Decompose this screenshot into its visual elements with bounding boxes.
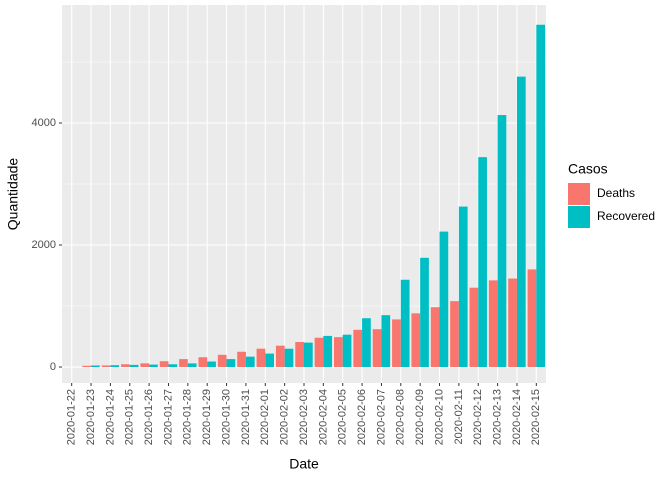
x-tick-label: 2020-02-01 [259, 389, 271, 445]
bar [508, 278, 517, 368]
legend-key [568, 206, 590, 228]
bar [159, 361, 169, 368]
x-tick-label: 2020-02-13 [492, 389, 504, 445]
x-tick-label: 2020-01-31 [240, 389, 252, 445]
bar [469, 287, 479, 368]
bar [314, 337, 324, 368]
x-tick-label: 2020-01-27 [162, 389, 174, 445]
bar [372, 329, 382, 368]
bar [527, 269, 537, 368]
bar [334, 337, 343, 368]
x-tick-label: 2020-02-05 [337, 389, 349, 445]
x-axis-label: Date [289, 456, 319, 472]
bar [82, 365, 92, 368]
bar [323, 335, 333, 368]
bar [458, 206, 468, 368]
x-tick-label: 2020-02-09 [414, 389, 426, 445]
x-tick-label: 2020-02-15 [530, 389, 542, 445]
bar [237, 351, 246, 368]
x-tick-label: 2020-02-04 [317, 389, 329, 445]
bar [91, 365, 100, 368]
bar [362, 318, 371, 368]
bar [217, 354, 227, 368]
bar [256, 348, 266, 368]
bar [129, 364, 139, 368]
bar [275, 345, 285, 368]
bar [265, 353, 274, 368]
x-tick-label: 2020-02-02 [279, 389, 291, 445]
y-tick-label: 2000 [32, 239, 56, 251]
bar [295, 342, 304, 368]
bar [353, 329, 363, 368]
legend-key [568, 183, 590, 205]
x-tick-label: 2020-02-10 [433, 389, 445, 445]
bar [207, 361, 216, 368]
x-tick-label: 2020-01-22 [66, 389, 78, 445]
x-tick-label: 2020-01-24 [104, 389, 116, 445]
bar [121, 364, 130, 368]
bar [420, 257, 429, 368]
bar [400, 279, 410, 368]
bar [450, 301, 459, 368]
legend-label: Recovered [597, 209, 655, 223]
bar [516, 76, 526, 368]
y-axis-label: Quantidade [5, 158, 21, 231]
bar [381, 315, 391, 368]
bar [304, 342, 313, 368]
bar [149, 364, 158, 368]
bar [478, 157, 487, 368]
x-tick-label: 2020-01-28 [182, 389, 194, 445]
bar [140, 363, 150, 368]
x-tick-label: 2020-01-25 [124, 389, 136, 445]
bar [110, 365, 120, 368]
bar [430, 307, 440, 368]
x-tick-label: 2020-01-26 [143, 389, 155, 445]
x-tick-label: 2020-02-12 [472, 389, 484, 445]
x-tick-label: 2020-02-06 [356, 389, 368, 445]
legend-label: Deaths [597, 186, 635, 200]
x-tick-label: 2020-01-23 [85, 389, 97, 445]
x-tick-label: 2020-02-08 [395, 389, 407, 445]
bar [536, 24, 546, 368]
bar [101, 365, 111, 368]
bar [284, 348, 294, 368]
x-tick-label: 2020-02-03 [298, 389, 310, 445]
bar [198, 357, 208, 368]
x-tick-label: 2020-01-29 [201, 389, 213, 445]
bar [187, 363, 197, 368]
bar [168, 364, 178, 368]
y-tick-label: 4000 [32, 117, 56, 129]
x-tick-label: 2020-02-11 [453, 389, 465, 444]
bar [179, 359, 188, 368]
bar [411, 313, 421, 368]
x-tick-label: 2020-02-07 [375, 389, 387, 445]
x-tick-label: 2020-02-14 [511, 389, 523, 445]
bar [245, 356, 255, 368]
bar [342, 334, 352, 368]
bar [226, 359, 236, 368]
x-tick-label: 2020-01-30 [220, 389, 232, 445]
bar [497, 115, 507, 368]
bar [392, 319, 401, 368]
bar [439, 231, 449, 368]
bar [488, 280, 498, 368]
legend-title: Casos [568, 161, 608, 177]
y-tick-label: 0 [50, 361, 56, 373]
